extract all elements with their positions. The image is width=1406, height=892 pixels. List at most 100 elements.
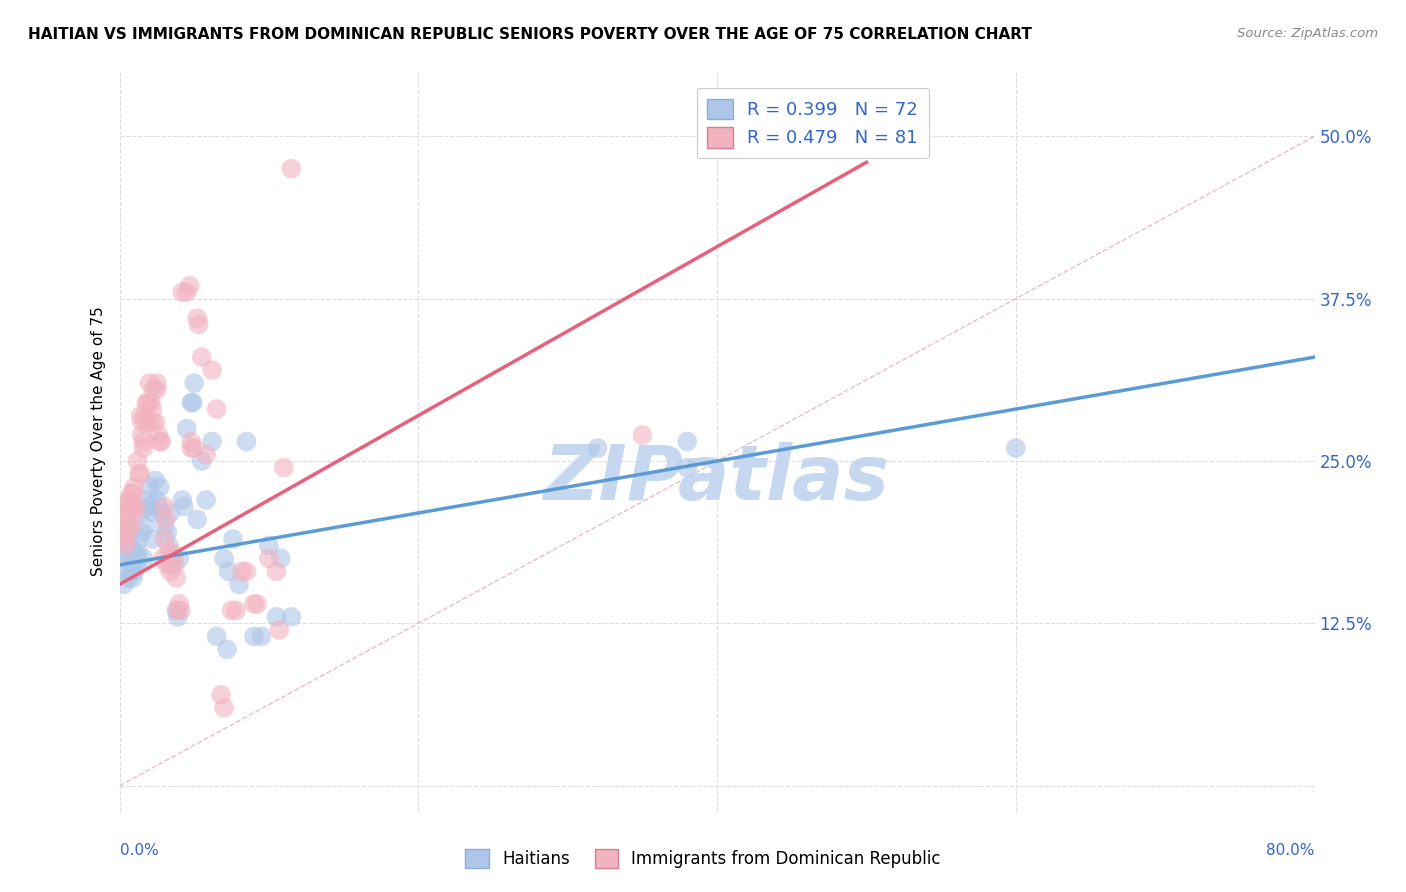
Point [136, 395, 159, 409]
Point [156, 525, 179, 540]
Point [127, 454, 149, 468]
Point [269, 623, 291, 637]
Point [217, 642, 239, 657]
Text: ZIPatlas: ZIPatlas [544, 442, 890, 516]
Point [172, 285, 194, 300]
Point [250, 629, 273, 643]
Point [150, 506, 173, 520]
Point [117, 519, 139, 533]
Point [155, 512, 177, 526]
Point [129, 409, 152, 423]
Point [246, 597, 269, 611]
Text: 80.0%: 80.0% [1267, 843, 1315, 858]
Point [115, 545, 138, 559]
Point [179, 278, 201, 293]
Point [165, 603, 187, 617]
Point [157, 538, 180, 552]
Point [212, 701, 235, 715]
Point [165, 571, 187, 585]
Text: HAITIAN VS IMMIGRANTS FROM DOMINICAN REPUBLIC SENIORS POVERTY OVER THE AGE OF 75: HAITIAN VS IMMIGRANTS FROM DOMINICAN REP… [28, 27, 1032, 42]
Point [138, 376, 160, 390]
Point [115, 506, 138, 520]
Y-axis label: Seniors Poverty Over the Age of 75: Seniors Poverty Over the Age of 75 [91, 307, 107, 576]
Point [153, 532, 176, 546]
Point [127, 545, 149, 559]
Point [114, 538, 136, 552]
Legend: R = 0.399   N = 72, R = 0.479   N = 81: R = 0.399 N = 72, R = 0.479 N = 81 [696, 87, 929, 159]
Point [118, 500, 141, 514]
Point [195, 493, 218, 508]
Legend: Haitians, Immigrants from Dominican Republic: Haitians, Immigrants from Dominican Repu… [458, 842, 948, 875]
Point [134, 409, 156, 423]
Point [111, 525, 134, 540]
Point [135, 395, 157, 409]
Point [235, 565, 257, 579]
Point [180, 441, 202, 455]
Point [141, 402, 163, 417]
Point [136, 493, 159, 508]
Point [125, 558, 148, 572]
Point [225, 603, 247, 617]
Point [125, 500, 148, 514]
Point [205, 402, 228, 417]
Point [146, 493, 169, 508]
Point [139, 500, 162, 514]
Point [160, 558, 183, 572]
Point [132, 551, 155, 566]
Point [134, 519, 156, 533]
Point [145, 415, 166, 429]
Point [266, 565, 288, 579]
Point [142, 506, 165, 520]
Point [124, 565, 146, 579]
Point [222, 532, 245, 546]
Point [114, 532, 136, 546]
Point [162, 551, 184, 566]
Point [117, 493, 139, 508]
Point [231, 565, 253, 579]
Point [190, 350, 212, 364]
Point [115, 525, 138, 540]
Point [190, 454, 212, 468]
Point [218, 565, 240, 579]
Point [128, 532, 150, 546]
Point [186, 311, 208, 326]
Point [163, 558, 186, 572]
Point [153, 519, 176, 533]
Point [148, 500, 170, 514]
Point [149, 480, 172, 494]
Point [112, 538, 135, 552]
Point [180, 434, 202, 449]
Point [159, 565, 181, 579]
Point [112, 577, 135, 591]
Point [201, 363, 224, 377]
Point [146, 376, 169, 390]
Point [121, 519, 143, 533]
Point [156, 558, 179, 572]
Point [118, 551, 141, 566]
Point [145, 474, 166, 488]
Point [187, 318, 209, 332]
Point [243, 629, 266, 643]
Point [115, 519, 138, 533]
Point [169, 597, 191, 611]
Point [209, 688, 232, 702]
Point [205, 629, 228, 643]
Point [180, 395, 202, 409]
Point [122, 558, 145, 572]
Point [201, 434, 224, 449]
Text: 0.0%: 0.0% [120, 843, 159, 858]
Point [169, 551, 191, 566]
Point [183, 441, 205, 455]
Point [172, 493, 194, 508]
Point [181, 395, 204, 409]
Point [257, 551, 280, 566]
Point [122, 571, 145, 585]
Point [117, 506, 139, 520]
Point [121, 565, 143, 579]
Point [112, 506, 135, 520]
Point [127, 551, 149, 566]
Point [131, 525, 153, 540]
Point [273, 460, 295, 475]
Point [141, 415, 163, 429]
Point [631, 428, 654, 442]
